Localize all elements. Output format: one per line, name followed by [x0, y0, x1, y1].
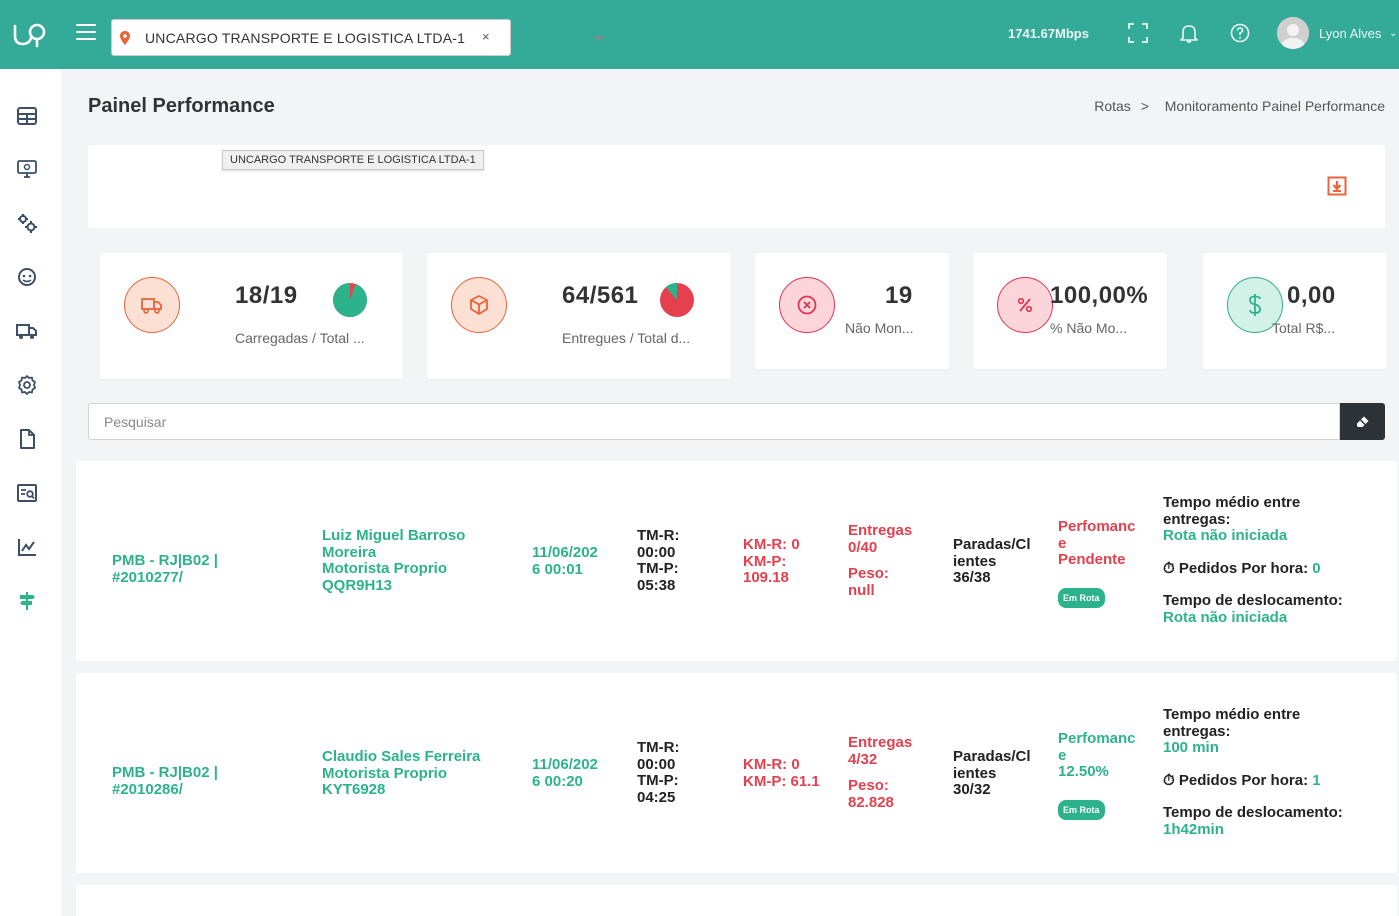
search-box	[88, 403, 1340, 440]
stat-pie-chart	[333, 283, 367, 317]
status-badge: Em Rota	[1058, 587, 1105, 608]
location-pin-icon	[120, 31, 130, 45]
route-km: KM-R: 0 KM-P: 109.18	[743, 536, 800, 586]
stat-icon-circle	[124, 277, 180, 333]
route-row[interactable]: PMB - RJ|B02 | #2010277/ Luiz Miguel Bar…	[76, 461, 1397, 661]
route-entregas: Entregas 0/40 Peso: null	[848, 522, 913, 599]
connection-speed: 1741.67Mbps	[1008, 26, 1089, 41]
breadcrumb-current: Monitoramento Painel Performance	[1164, 98, 1385, 114]
stat-card-entregues: 64/561 Entregues / Total d...	[427, 253, 731, 379]
user-name[interactable]: Lyon Alves	[1319, 26, 1382, 41]
stat-icon-circle	[451, 277, 507, 333]
monitor-icon[interactable]	[16, 158, 38, 180]
stat-label: Não Mon...	[845, 320, 914, 336]
route-id[interactable]: PMB - RJ|B02 | #2010286/	[112, 764, 218, 798]
table-icon[interactable]	[16, 105, 38, 127]
truck-icon	[141, 298, 162, 314]
route-paradas: Paradas/Cl ientes 36/38	[953, 536, 1031, 586]
report-search-icon[interactable]	[16, 482, 38, 504]
route-stats: Tempo médio entre entregas: 100 min ⏱ Pe…	[1163, 706, 1343, 838]
route-driver: Luiz Miguel Barroso Moreira Motorista Pr…	[322, 527, 466, 594]
x-circle-icon	[797, 295, 817, 315]
clear-search-button[interactable]	[1340, 403, 1385, 440]
chevron-down-icon[interactable]	[594, 36, 604, 41]
pie-slice-done	[333, 283, 367, 317]
route-entregas: Entregas 4/32 Peso: 82.828	[848, 734, 913, 811]
box-icon	[470, 295, 488, 315]
route-performance: Perfomanc e Pendente Em Rota	[1058, 518, 1136, 608]
stopwatch-icon: ⏱	[1163, 559, 1175, 577]
menu-toggle-button[interactable]	[76, 24, 96, 44]
stat-label: Entregues / Total d...	[562, 330, 691, 346]
route-tm: TM-R: 00:00 TM-P: 04:25	[637, 739, 680, 806]
company-select[interactable]: UNCARGO TRANSPORTE E LOGISTICA LTDA-1 ×	[111, 19, 604, 56]
document-icon[interactable]	[16, 428, 38, 450]
percent-icon	[1017, 297, 1033, 313]
route-date: 11/06/202 6 00:20	[532, 756, 598, 790]
page-title: Painel Performance	[88, 95, 275, 117]
help-icon[interactable]	[1229, 22, 1251, 44]
stat-icon-circle	[997, 277, 1053, 333]
fullscreen-icon[interactable]	[1127, 22, 1149, 44]
route-date: 11/06/202 6 00:01	[532, 544, 598, 578]
sidebar	[0, 69, 61, 916]
settings-icon[interactable]	[16, 374, 38, 396]
dollar-icon	[1249, 294, 1261, 316]
route-driver: Claudio Sales Ferreira Motorista Proprio…	[322, 748, 481, 798]
top-bar: UNCARGO TRANSPORTE E LOGISTICA LTDA-1 × …	[0, 0, 1399, 69]
stat-icon-circle	[1227, 277, 1283, 333]
route-tm: TM-R: 00:00 TM-P: 05:38	[637, 527, 680, 594]
stat-card-nao-monitoradas: 19 Não Mon...	[755, 253, 949, 369]
stat-icon-circle	[779, 277, 835, 333]
status-badge: Em Rota	[1058, 799, 1105, 820]
signpost-icon[interactable]	[16, 590, 38, 612]
avatar[interactable]	[1277, 17, 1309, 49]
route-paradas: Paradas/Cl ientes 30/32	[953, 748, 1031, 798]
route-id[interactable]: PMB - RJ|B02 | #2010277/	[112, 552, 218, 586]
company-select-value: UNCARGO TRANSPORTE E LOGISTICA LTDA-1	[145, 30, 466, 46]
face-icon[interactable]	[16, 266, 38, 288]
clear-selection-button[interactable]: ×	[482, 29, 490, 44]
stat-value: 19	[885, 282, 913, 309]
route-stats: Tempo médio entre entregas: Rota não ini…	[1163, 494, 1343, 626]
breadcrumb-rotas[interactable]: Rotas	[1094, 98, 1131, 114]
stopwatch-icon: ⏱	[1163, 771, 1175, 789]
company-filter-tooltip: UNCARGO TRANSPORTE E LOGISTICA LTDA-1	[222, 150, 484, 170]
download-icon[interactable]	[1327, 176, 1347, 196]
stat-value: 18/19	[235, 282, 298, 309]
breadcrumb: Rotas > Monitoramento Painel Performance	[1090, 98, 1385, 114]
route-km: KM-R: 0 KM-P: 61.1	[743, 756, 820, 790]
stat-label: Total R$...	[1272, 320, 1336, 336]
pie-slice-done	[665, 283, 677, 300]
stat-label: % Não Mo...	[1050, 320, 1128, 336]
stat-card-total-rs: 0,00 Total R$...	[1203, 253, 1387, 369]
search-input[interactable]	[89, 404, 1339, 439]
stat-card-percent-nao-monitoradas: 100,00% % Não Mo...	[973, 253, 1167, 369]
breadcrumb-separator: >	[1140, 98, 1149, 114]
stat-value: 0,00	[1287, 282, 1336, 309]
gears-icon[interactable]	[16, 212, 38, 234]
eraser-icon	[1356, 416, 1368, 427]
truck-icon[interactable]	[16, 320, 38, 342]
app-logo-icon[interactable]	[12, 20, 48, 50]
stat-label: Carregadas / Total ...	[235, 330, 365, 346]
route-row[interactable]: PMB - RJ|B02 | #2010286/ Claudio Sales F…	[76, 673, 1397, 873]
chart-line-icon[interactable]	[16, 536, 38, 558]
bell-icon[interactable]	[1178, 22, 1200, 44]
route-row[interactable]	[76, 885, 1397, 916]
stat-pie-chart	[660, 283, 694, 317]
stat-value: 100,00%	[1050, 282, 1149, 309]
chevron-down-icon[interactable]: ⌄	[1389, 28, 1398, 39]
stat-value: 64/561	[562, 282, 639, 309]
stat-card-carregadas: 18/19 Carregadas / Total ...	[100, 253, 403, 379]
route-performance: Perfomanc e 12.50% Em Rota	[1058, 730, 1136, 820]
